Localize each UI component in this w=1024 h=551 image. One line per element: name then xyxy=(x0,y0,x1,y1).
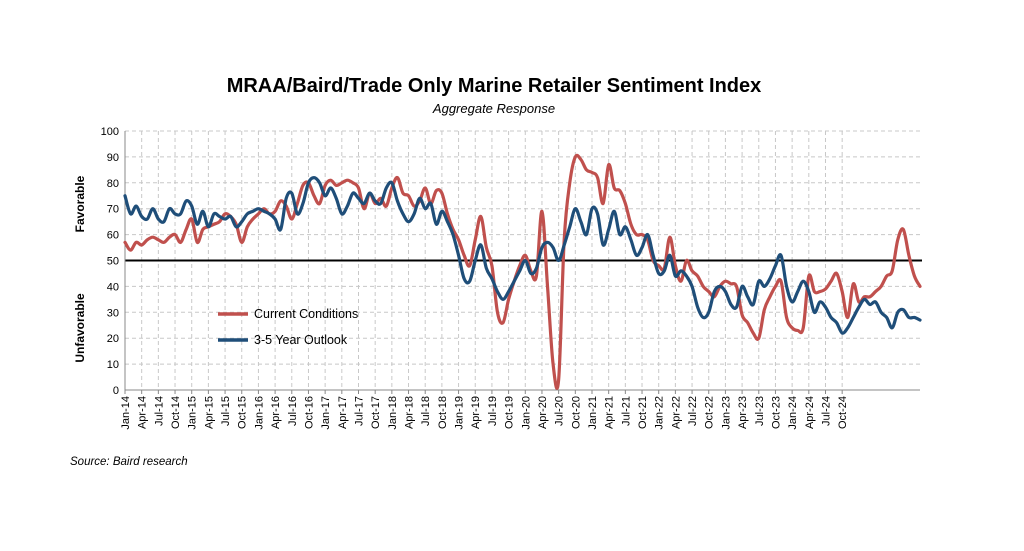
x-tick-label: Jul-18 xyxy=(420,396,432,426)
y-tick-label: 100 xyxy=(101,126,119,138)
unfavorable-label: Unfavorable xyxy=(73,293,87,363)
favorable-label: Favorable xyxy=(73,175,87,232)
x-tick-label: Jul-15 xyxy=(220,396,232,426)
x-tick-label: Apr-18 xyxy=(404,396,416,429)
x-tick-label: Jan-20 xyxy=(520,396,532,430)
x-tick-label: Jul-24 xyxy=(820,396,832,426)
x-tick-label: Jan-22 xyxy=(654,396,666,430)
legend-label-outlook: 3-5 Year Outlook xyxy=(254,333,348,347)
x-tick-label: Apr-24 xyxy=(804,396,816,429)
x-tick-label: Jan-17 xyxy=(320,396,332,430)
x-tick-label: Apr-15 xyxy=(203,396,215,429)
x-tick-label: Jul-16 xyxy=(287,396,299,426)
x-tick-label: Jul-21 xyxy=(620,396,632,426)
x-tick-label: Jan-19 xyxy=(454,396,466,430)
x-tick-label: Jul-20 xyxy=(554,396,566,426)
x-tick-label: Oct-18 xyxy=(437,396,449,429)
source-note: Source: Baird research xyxy=(70,456,188,468)
x-tick-label: Apr-22 xyxy=(670,396,682,429)
y-tick-label: 90 xyxy=(107,152,119,164)
x-tick-label: Jan-18 xyxy=(387,396,399,430)
y-tick-label: 0 xyxy=(113,385,119,397)
x-tick-label: Apr-17 xyxy=(337,396,349,429)
y-tick-label: 10 xyxy=(107,359,119,371)
x-tick-label: Jul-14 xyxy=(153,396,165,426)
chart-title: MRAA/Baird/Trade Only Marine Retailer Se… xyxy=(227,75,762,97)
x-axis-ticks: Jan-14 Apr-14 Jul-14 Oct-14 Jan-15 Apr-15 Jul-… xyxy=(120,390,849,430)
x-tick-label: Apr-19 xyxy=(470,396,482,429)
x-tick-label: Oct-24 xyxy=(837,396,849,429)
x-tick-label: Apr-14 xyxy=(137,396,149,429)
x-tick-label: Oct-22 xyxy=(704,396,716,429)
y-tick-label: 20 xyxy=(107,333,119,345)
x-tick-label: Oct-16 xyxy=(303,396,315,429)
x-tick-label: Jul-23 xyxy=(754,396,766,426)
x-tick-label: Apr-21 xyxy=(604,396,616,429)
x-tick-label: Jan-21 xyxy=(587,396,599,430)
y-tick-label: 70 xyxy=(107,204,119,216)
x-tick-label: Jul-22 xyxy=(687,396,699,426)
x-tick-label: Oct-21 xyxy=(637,396,649,429)
y-tick-label: 30 xyxy=(107,307,119,319)
x-tick-label: Oct-14 xyxy=(170,396,182,429)
x-tick-label: Jan-15 xyxy=(187,396,199,430)
chart-subtitle: Aggregate Response xyxy=(432,101,555,116)
legend-label-current-conditions: Current Conditions xyxy=(254,307,358,321)
y-tick-label: 50 xyxy=(107,256,119,268)
x-tick-label: Oct-15 xyxy=(237,396,249,429)
x-tick-label: Jan-23 xyxy=(720,396,732,430)
x-tick-label: Apr-16 xyxy=(270,396,282,429)
x-tick-label: Oct-17 xyxy=(370,396,382,429)
x-tick-label: Apr-23 xyxy=(737,396,749,429)
y-axis-ticks: 0 10 20 30 40 50 60 70 80 90 100 xyxy=(101,126,119,397)
y-tick-label: 40 xyxy=(107,281,119,293)
x-tick-label: Jan-14 xyxy=(120,396,132,430)
x-tick-label: Oct-20 xyxy=(570,396,582,429)
x-tick-label: Jul-19 xyxy=(487,396,499,426)
x-tick-label: Apr-20 xyxy=(537,396,549,429)
legend: Current Conditions 3-5 Year Outlook xyxy=(218,307,358,347)
x-tick-label: Jan-16 xyxy=(253,396,265,430)
x-tick-label: Jan-24 xyxy=(787,396,799,430)
series-line-current-conditions xyxy=(123,153,922,390)
x-tick-label: Oct-19 xyxy=(504,396,516,429)
x-tick-label: Jul-17 xyxy=(353,396,365,426)
y-tick-label: 60 xyxy=(107,230,119,242)
series-line-outlook xyxy=(123,176,922,335)
y-tick-label: 80 xyxy=(107,178,119,190)
x-tick-label: Oct-23 xyxy=(770,396,782,429)
